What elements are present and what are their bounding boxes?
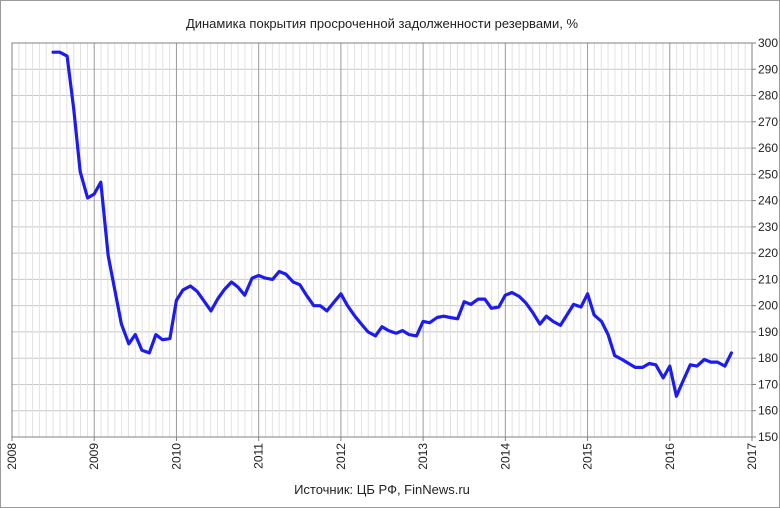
x-tick-label: 2008 (5, 443, 19, 470)
x-tick-label: 2015 (581, 443, 595, 470)
y-tick-label: 180 (758, 351, 778, 365)
source-caption: Источник: ЦБ РФ, FinNews.ru (294, 482, 470, 497)
y-tick-label: 270 (758, 115, 778, 129)
x-tick-label: 2016 (663, 443, 677, 470)
y-tick-label: 290 (758, 62, 778, 76)
x-tick-label: 2014 (498, 443, 512, 470)
y-tick-label: 150 (758, 430, 778, 444)
x-tick-label: 2009 (87, 443, 101, 470)
chart-title: Динамика покрытия просроченной задолженн… (185, 16, 579, 31)
x-tick-label: 2017 (745, 443, 759, 470)
y-tick-label: 220 (758, 246, 778, 260)
y-tick-label: 210 (758, 272, 778, 286)
y-tick-label: 190 (758, 325, 778, 339)
y-tick-label: 260 (758, 141, 778, 155)
x-tick-label: 2013 (416, 443, 430, 470)
x-tick-label: 2011 (252, 443, 266, 469)
y-tick-label: 200 (758, 299, 778, 313)
y-tick-label: 300 (758, 36, 778, 50)
plot-area (11, 42, 753, 438)
y-tick-label: 280 (758, 89, 778, 103)
y-tick-label: 230 (758, 220, 778, 234)
y-tick-label: 160 (758, 404, 778, 418)
axis-ticks: 150 160 170 180 190 200 210 220 230 240 250 260 270 2… (5, 36, 778, 470)
y-tick-label: 170 (758, 377, 778, 391)
y-tick-label: 250 (758, 167, 778, 181)
grid (11, 42, 753, 438)
x-tick-label: 2010 (169, 443, 183, 470)
series-line (51, 50, 733, 398)
x-tick-label: 2012 (334, 443, 348, 470)
y-tick-label: 240 (758, 194, 778, 208)
